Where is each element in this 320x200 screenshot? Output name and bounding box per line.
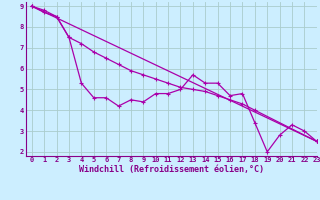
X-axis label: Windchill (Refroidissement éolien,°C): Windchill (Refroidissement éolien,°C): [79, 165, 264, 174]
